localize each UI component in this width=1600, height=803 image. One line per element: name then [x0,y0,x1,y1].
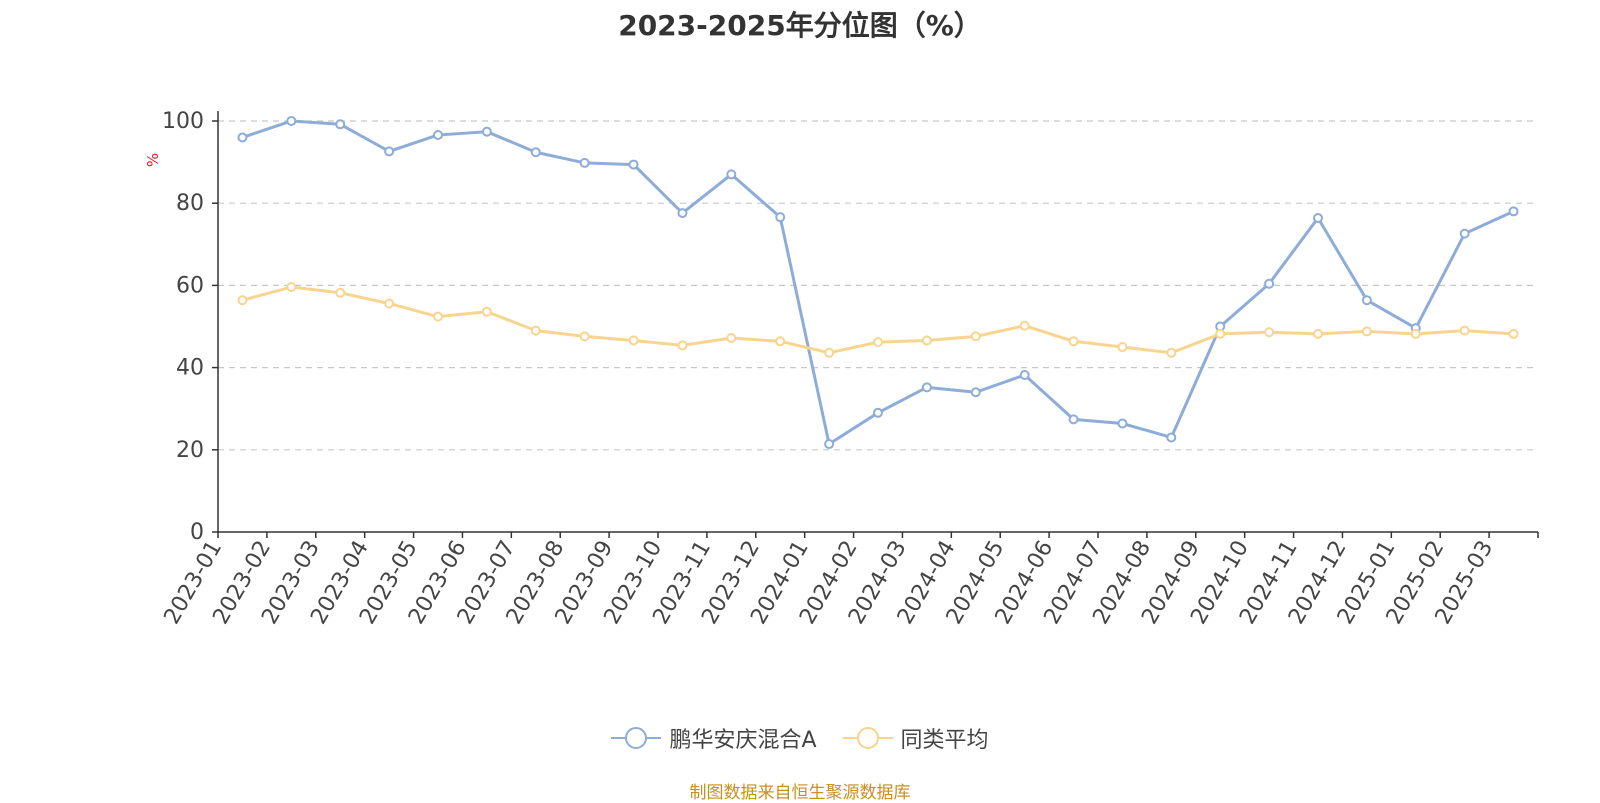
series-2-point [335,287,346,298]
series-2-point [384,298,395,309]
series-2-point [530,325,541,336]
y-tick-label: 80 [176,191,204,216]
series-1-point [873,407,883,418]
series-2-point [775,336,786,347]
series-1-point [384,146,395,157]
series-1-point [481,126,492,137]
series-layer [237,116,1519,450]
series-1-point [286,116,297,126]
legend: 鹏华安庆混合A 同类平均 [0,722,1600,754]
y-axis-unit-label: % [144,153,162,167]
series-2-point [579,331,590,342]
series-2-point [481,306,492,317]
y-tick-label: 40 [176,356,204,381]
series-1-point [921,382,932,393]
series-2-point [1459,325,1470,336]
series-line-1 [241,119,1515,446]
series-1-point [530,147,541,158]
series-2-point [286,282,297,293]
y-tick-label: 60 [176,273,204,298]
series-1-point [1361,295,1372,306]
series-1-point [579,157,590,168]
series-1-point [1117,418,1128,429]
series-2-point [1019,320,1030,331]
series-2-point [824,347,835,358]
series-2-point [677,340,688,351]
series-1-point [1459,228,1470,239]
series-1-point [824,439,835,450]
legend-marker-icon [842,726,893,750]
series-1-point [726,169,737,180]
grid-lines [218,120,1538,451]
series-1-point [775,212,786,223]
series-1-point [1019,369,1030,380]
series-2-point [1361,326,1372,337]
legend-label-series-2: 同类平均 [900,728,989,753]
series-2-point [726,333,737,344]
series-2-point [1264,327,1275,338]
series-1-point [433,129,443,140]
legend-item-series-2[interactable]: 同类平均 [842,722,989,754]
source-note: 制图数据来自恒生聚源数据库 [689,783,911,803]
legend-item-series-1[interactable]: 鹏华安庆混合A [611,722,817,754]
series-1-point [1264,278,1275,289]
y-tick-label: 100 [162,109,204,134]
chart-title: 2023-2025年分位图（%） [618,9,982,42]
series-1-point [1313,212,1323,223]
series-2-point [1166,347,1177,358]
series-2-point [1068,336,1079,347]
series-2-point [237,295,248,306]
series-1-point [335,119,346,130]
series-2-point [970,331,981,342]
series-2-point [1410,328,1421,339]
series-2-point [1215,328,1226,339]
series-2-point [1117,342,1128,353]
series-1-point [628,159,639,170]
series-1-point [1508,206,1519,217]
legend-marker-icon [611,726,662,750]
series-2-point [873,337,883,348]
series-2-point [921,335,932,346]
series-2-point [1313,328,1323,339]
axes: 0204060801002023-012023-022023-032023-04… [160,109,1539,629]
y-tick-label: 20 [176,438,204,463]
series-1-point [1068,414,1079,425]
series-1-point [237,132,248,143]
series-1-point [970,387,981,398]
y-tick-label: 0 [190,520,204,545]
legend-label-series-1: 鹏华安庆混合A [669,728,817,753]
series-2-point [433,311,443,322]
series-2-point [1508,328,1519,339]
series-1-point [1166,432,1177,443]
series-2-point [628,335,639,346]
series-1-point [677,208,688,219]
